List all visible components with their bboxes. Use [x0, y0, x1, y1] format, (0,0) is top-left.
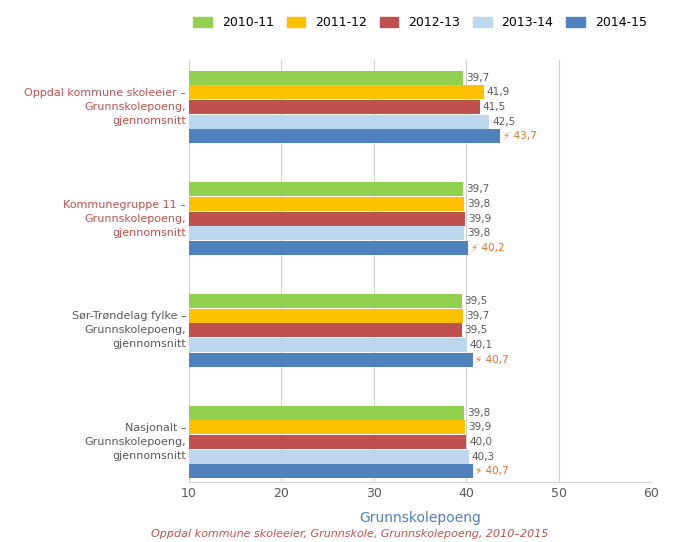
X-axis label: Grunnskolepoeng: Grunnskolepoeng [359, 511, 481, 525]
Bar [189, 212, 466, 225]
Bar [189, 324, 461, 337]
Bar [189, 183, 463, 196]
Bar [189, 353, 472, 366]
Text: Sør-Trøndelag fylke –
Grunnskolepoeng,
gjennomsnitt: Sør-Trøndelag fylke – Grunnskolepoeng, g… [71, 311, 186, 349]
Text: Oppdal kommune skoleeier, Grunnskole, Grunnskolepoeng, 2010–2015: Oppdal kommune skoleeier, Grunnskole, Gr… [151, 530, 549, 539]
Bar [189, 71, 463, 85]
Bar [189, 420, 466, 434]
Bar [189, 86, 484, 99]
Text: Kommunegruppe 11 –
Grunnskolepoeng,
gjennomsnitt: Kommunegruppe 11 – Grunnskolepoeng, gjen… [64, 199, 186, 238]
Text: ⚡ 40,7: ⚡ 40,7 [475, 354, 509, 365]
Text: ⚡ 40,2: ⚡ 40,2 [471, 243, 505, 253]
Bar [189, 464, 472, 478]
Bar [189, 197, 464, 211]
Legend: 2010-11, 2011-12, 2012-13, 2013-14, 2014-15: 2010-11, 2011-12, 2012-13, 2013-14, 2014… [188, 11, 652, 34]
Text: ⚡ 40,7: ⚡ 40,7 [475, 466, 509, 476]
Bar [189, 338, 467, 352]
Text: 40,1: 40,1 [470, 340, 493, 350]
Text: ⚡ 43,7: ⚡ 43,7 [503, 131, 537, 141]
Text: 40,0: 40,0 [469, 437, 492, 447]
Text: 41,9: 41,9 [486, 87, 510, 98]
Bar [189, 435, 466, 449]
Text: 39,7: 39,7 [466, 184, 489, 195]
Bar [189, 294, 461, 308]
Text: 40,3: 40,3 [472, 451, 495, 462]
Text: Nasjonalt –
Grunnskolepoeng,
gjennomsnitt: Nasjonalt – Grunnskolepoeng, gjennomsnit… [85, 423, 186, 461]
Text: 39,9: 39,9 [468, 422, 491, 433]
Bar [189, 227, 464, 240]
Bar [189, 241, 468, 255]
Bar [189, 450, 469, 463]
Bar [189, 115, 489, 128]
Text: 41,5: 41,5 [483, 102, 506, 112]
Text: Oppdal kommune skoleeier –
Grunnskolepoeng,
gjennomsnitt: Oppdal kommune skoleeier – Grunnskolepoe… [25, 88, 186, 126]
Text: 39,7: 39,7 [466, 73, 489, 83]
Text: 39,9: 39,9 [468, 214, 491, 224]
Bar [189, 405, 464, 420]
Text: 39,5: 39,5 [464, 325, 488, 335]
Text: 42,5: 42,5 [492, 117, 515, 127]
Text: 39,7: 39,7 [466, 311, 489, 321]
Text: 39,8: 39,8 [467, 408, 491, 418]
Text: 39,5: 39,5 [464, 296, 488, 306]
Text: 39,8: 39,8 [467, 199, 491, 209]
Text: 39,8: 39,8 [467, 228, 491, 238]
Bar [189, 100, 480, 114]
Bar [189, 309, 463, 322]
Bar [189, 130, 500, 143]
